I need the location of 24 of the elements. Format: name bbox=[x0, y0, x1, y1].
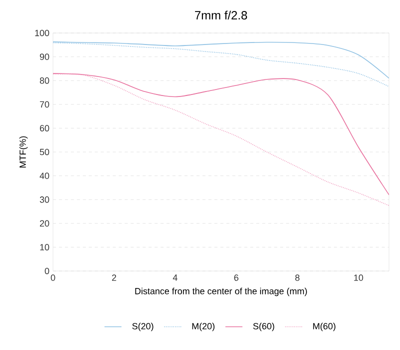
y-tick-label: 30 bbox=[40, 196, 50, 203]
legend-label: M(20) bbox=[192, 322, 214, 332]
y-tick-label: 100 bbox=[35, 30, 50, 36]
x-tick-label: 6 bbox=[234, 274, 238, 281]
x-tick-label: 8 bbox=[295, 274, 300, 281]
x-tick-label: 0 bbox=[50, 274, 56, 281]
y-tick-label: 50 bbox=[40, 148, 50, 156]
y-tick-label: 10 bbox=[40, 244, 50, 250]
x-tick-label: 4 bbox=[172, 274, 178, 281]
y-tick-label: 60 bbox=[40, 125, 50, 132]
y-axis-title: MTF(%) bbox=[19, 136, 28, 168]
legend-label: S(20) bbox=[132, 322, 154, 332]
y-tick-label: 40 bbox=[40, 172, 50, 179]
legend-label: M(60) bbox=[313, 322, 336, 332]
y-tick-label: 80 bbox=[40, 77, 50, 84]
y-tick-label: 70 bbox=[40, 101, 50, 108]
y-tick-label: 90 bbox=[40, 54, 50, 60]
y-tick-label: 0 bbox=[44, 268, 50, 274]
chart-title: 7mm f/2.8 bbox=[195, 10, 248, 20]
x-tick-label: 2 bbox=[112, 274, 116, 281]
x-tick-label: 10 bbox=[354, 274, 364, 281]
y-tick-label: 20 bbox=[40, 220, 50, 227]
legend-label: S(60) bbox=[253, 322, 274, 332]
x-axis-title: Distance from the center of the image (mm) bbox=[135, 288, 307, 296]
